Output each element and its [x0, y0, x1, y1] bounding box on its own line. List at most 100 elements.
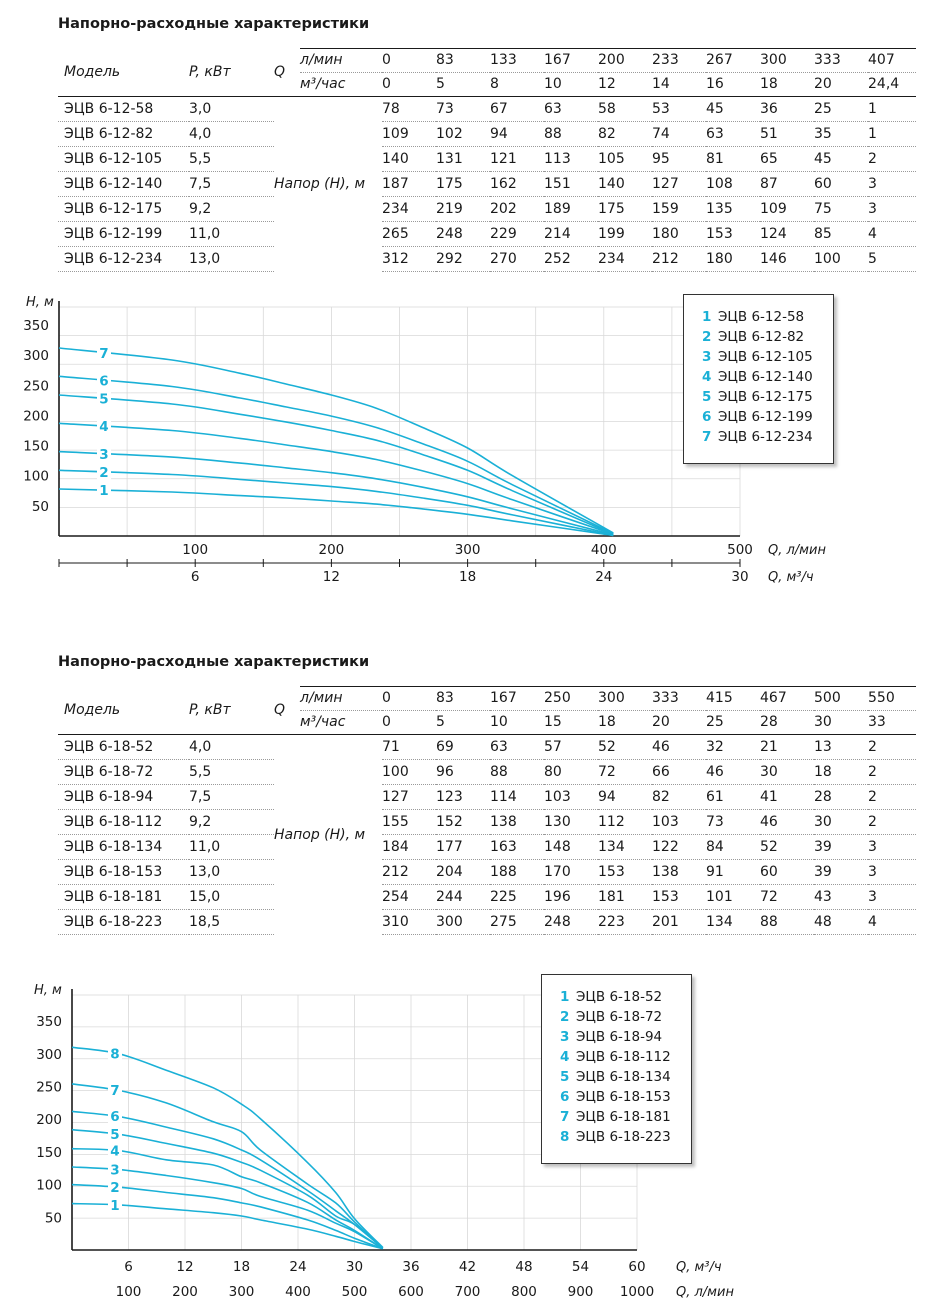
legend-entry-label: ЭЦВ 6-12-199: [718, 409, 813, 425]
head-value-cell: 75: [814, 196, 868, 222]
header-q: Q: [274, 48, 300, 97]
head-value-cell: 180: [652, 221, 706, 247]
flow-lpm-cell: 233: [652, 48, 706, 73]
head-value-cell: 94: [490, 121, 544, 147]
head-value-cell: 67: [490, 96, 544, 122]
legend-entry-label: ЭЦВ 6-12-140: [718, 369, 813, 385]
series-label-bg: [97, 418, 111, 435]
table-row: ЭЦВ 6-18-72 5,5 100 96 88 80 72 66 46 30 18 2: [58, 759, 916, 785]
x-tick-label-secondary: 30: [731, 569, 748, 585]
header-power: P, кВт: [189, 686, 274, 735]
head-value-cell: 72: [760, 884, 814, 910]
head-value-cell: 2: [868, 759, 916, 785]
head-value-cell: 1: [868, 121, 916, 147]
head-value-cell: 3: [868, 884, 916, 910]
head-value-cell: 100: [382, 759, 436, 785]
flow-m3h-cell: 5: [436, 710, 490, 735]
legend-entry: 7 ЭЦВ 6-18-181: [560, 1107, 675, 1127]
x-tick-label-secondary: 200: [172, 1284, 198, 1300]
y-tick-label: 350: [36, 1014, 62, 1030]
spec-table-2: Модель P, кВт Q л/мин 0 83 167 250 300 3…: [58, 686, 916, 935]
head-value-cell: 45: [814, 146, 868, 172]
head-value-cell: 202: [490, 196, 544, 222]
series-line-5: [58, 394, 614, 535]
table-row: ЭЦВ 6-12-234 13,0 312 292 270 252 234 212 180 146…: [58, 246, 916, 272]
head-value-cell: 248: [544, 909, 598, 935]
series-label-3: 3: [110, 1162, 119, 1178]
y-tick-label: 50: [45, 1210, 62, 1226]
legend-entry: 5 ЭЦВ 6-18-134: [560, 1067, 675, 1087]
head-value-cell: 204: [436, 859, 490, 885]
head-value-cell: 3: [868, 834, 916, 860]
x-tick-label-secondary: 100: [116, 1284, 142, 1300]
head-value-cell: 25: [814, 96, 868, 122]
head-value-cell: 65: [760, 146, 814, 172]
head-value-cell: 214: [544, 221, 598, 247]
head-value-cell: 244: [436, 884, 490, 910]
x-tick-label-secondary: 12: [323, 569, 340, 585]
header-row-flow-m3h: м³/час 0 5 10 15 18 20 25 28 30 33: [58, 710, 916, 735]
series-label-4: 4: [99, 419, 108, 435]
head-value-cell: 127: [652, 171, 706, 197]
x-tick-label-secondary: 900: [568, 1284, 594, 1300]
y-tick-label: 300: [23, 348, 49, 364]
head-value-cell: 69: [436, 734, 490, 760]
head-value-cell: 63: [490, 734, 544, 760]
flow-lpm-cell: 407: [868, 48, 916, 73]
y-tick-label: 250: [36, 1080, 62, 1096]
legend-entry-number: 7: [702, 429, 712, 445]
power-cell: 13,0: [189, 859, 274, 885]
header-unit-lpm: л/мин: [300, 48, 382, 73]
spec-table-1: Модель P, кВт Q л/мин 0 83 133 167 200 2…: [58, 48, 916, 272]
table-row: ЭЦВ 6-18-181 15,0 254 244 225 196 181 153 101 72 4…: [58, 884, 916, 910]
series-line-2: [71, 1183, 384, 1250]
model-cell: ЭЦВ 6-18-94: [58, 784, 189, 810]
legend-entry: 3 ЭЦВ 6-18-94: [560, 1027, 675, 1047]
x-tick-label-secondary: 400: [285, 1284, 311, 1300]
y-tick-label: 150: [36, 1145, 62, 1161]
series-label-4: 4: [110, 1143, 119, 1159]
header-row-flow-lpm: Модель P, кВт Q л/мин 0 83 167 250 300 3…: [58, 686, 916, 735]
head-value-cell: 36: [760, 96, 814, 122]
series-label-bg: [108, 1045, 122, 1062]
x-tick-label-secondary: 700: [455, 1284, 481, 1300]
head-value-cell: 312: [382, 246, 436, 272]
model-cell: ЭЦВ 6-12-58: [58, 96, 189, 122]
head-value-cell: 73: [706, 809, 760, 835]
head-value-cell: 138: [652, 859, 706, 885]
series-label-bg: [97, 445, 111, 462]
power-cell: 11,0: [189, 221, 274, 247]
head-label-cell: Напор (Н), м: [274, 176, 366, 193]
series-line-7: [58, 347, 614, 534]
table-row: ЭЦВ 6-12-175 9,2 234 219 202 189 175 159 135 109 7…: [58, 196, 916, 222]
flow-lpm-cell: 167: [490, 686, 544, 711]
head-value-cell: 58: [598, 96, 652, 122]
y-tick-label: 250: [23, 378, 49, 394]
x-tick-label-secondary: 18: [459, 569, 476, 585]
head-value-cell: 1: [868, 96, 916, 122]
x-tick-label-secondary: 6: [191, 569, 200, 585]
flow-lpm-cell: 200: [598, 48, 652, 73]
head-value-cell: 35: [814, 121, 868, 147]
header-q: Q: [274, 686, 300, 735]
head-value-cell: 162: [490, 171, 544, 197]
y-axis-title: Н, м: [34, 983, 62, 998]
flow-m3h-cell: 16: [706, 72, 760, 97]
flow-lpm-cell: 467: [760, 686, 814, 711]
head-value-cell: 131: [436, 146, 490, 172]
flow-lpm-cell: 333: [652, 686, 706, 711]
head-value-cell: 130: [544, 809, 598, 835]
head-value-cell: 101: [706, 884, 760, 910]
legend-entry: 4 ЭЦВ 6-12-140: [702, 367, 817, 387]
head-value-cell: 310: [382, 909, 436, 935]
head-value-cell: 81: [706, 146, 760, 172]
model-cell: ЭЦВ 6-18-72: [58, 759, 189, 785]
head-value-cell: 43: [814, 884, 868, 910]
flow-m3h-cell: 15: [544, 710, 598, 735]
power-cell: 5,5: [189, 759, 274, 785]
power-cell: 3,0: [189, 96, 274, 122]
flow-lpm-cell: 83: [436, 48, 490, 73]
y-tick-label: 150: [23, 439, 49, 455]
x-tick-label-secondary: 800: [511, 1284, 537, 1300]
chart-1-legend: 1 ЭЦВ 6-12-58 2 ЭЦВ 6-12-82 3 ЭЦВ 6-12-105 4 ЭЦ…: [683, 294, 834, 464]
